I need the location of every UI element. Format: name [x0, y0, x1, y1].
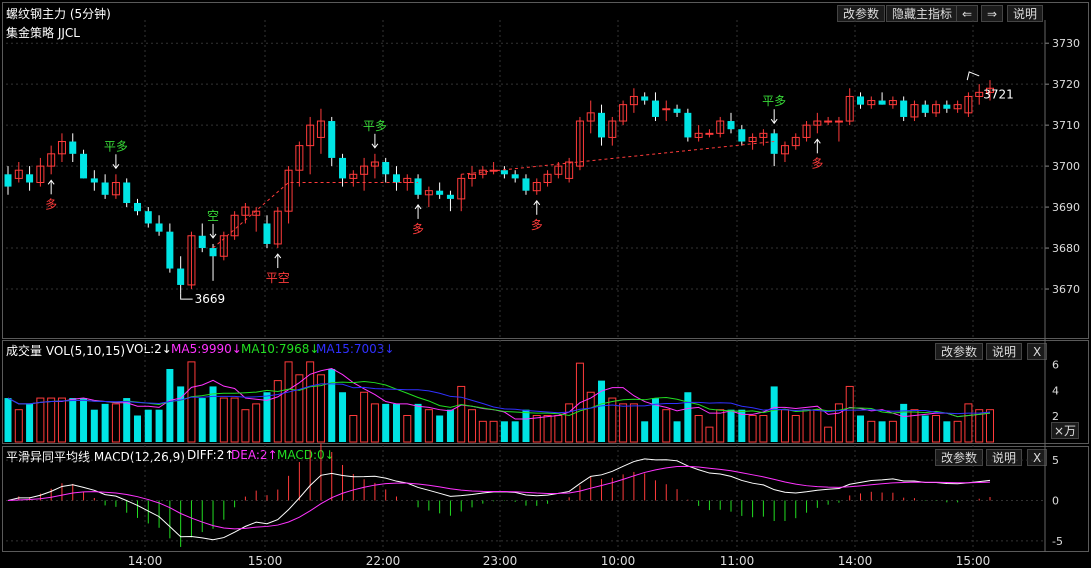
time-axis-label: 11:00 — [720, 554, 755, 568]
chart-title: 螺纹钢主力 (5分钟) — [6, 7, 111, 21]
volume-panel: 成交量 VOL(5,10,15) VOL:2↓ MA5:9990↓ MA10:7… — [2, 340, 1089, 444]
ma10-value: MA10:7968↓ — [241, 342, 320, 356]
dea-value: DEA:2↑ — [231, 448, 278, 462]
hide-main-indicator-button[interactable]: 隐藏主指标 — [886, 5, 959, 22]
macd-help-button[interactable]: 说明 — [986, 449, 1023, 466]
time-axis-label: 22:00 — [366, 554, 401, 568]
ma15-value: MA15:7003↓ — [316, 342, 395, 356]
volume-help-button[interactable]: 说明 — [986, 343, 1023, 360]
prev-arrow-button[interactable]: ⇐ — [956, 5, 979, 22]
macd-panel: 平滑异同平均线 MACD(12,26,9) DIFF:2↑ DEA:2↑ MAC… — [2, 446, 1089, 552]
change-params-button[interactable]: 改参数 — [837, 5, 886, 22]
time-axis-label: 14:00 — [838, 554, 873, 568]
volume-value: VOL:2↓ — [126, 342, 172, 356]
volume-params-button[interactable]: 改参数 — [935, 343, 984, 360]
macd-close-button[interactable]: X — [1027, 449, 1048, 466]
volume-close-button[interactable]: X — [1027, 343, 1048, 360]
help-button[interactable]: 说明 — [1007, 5, 1044, 22]
volume-label: 成交量 VOL(5,10,15) — [6, 344, 126, 358]
time-axis-label: 15:00 — [248, 554, 283, 568]
ma5-value: MA5:9990↓ — [171, 342, 242, 356]
unit-toggle-button[interactable]: ×万 — [1051, 422, 1080, 439]
strategy-name: 集金策略 JJCL — [6, 26, 80, 40]
diff-value: DIFF:2↑ — [187, 448, 235, 462]
macd-value: MACD:0↓ — [277, 448, 335, 462]
time-axis-label: 10:00 — [601, 554, 636, 568]
time-axis-label: 23:00 — [483, 554, 518, 568]
time-axis-label: 15:00 — [956, 554, 991, 568]
next-arrow-button[interactable]: ⇒ — [981, 5, 1004, 22]
main-chart-panel: 螺纹钢主力 (5分钟) 集金策略 JJCL 改参数 隐藏主指标 ⇐ ⇒ 说明 — [2, 2, 1089, 339]
time-axis-label: 14:00 — [128, 554, 163, 568]
macd-label: 平滑异同平均线 MACD(12,26,9) — [6, 450, 185, 464]
macd-params-button[interactable]: 改参数 — [935, 449, 984, 466]
